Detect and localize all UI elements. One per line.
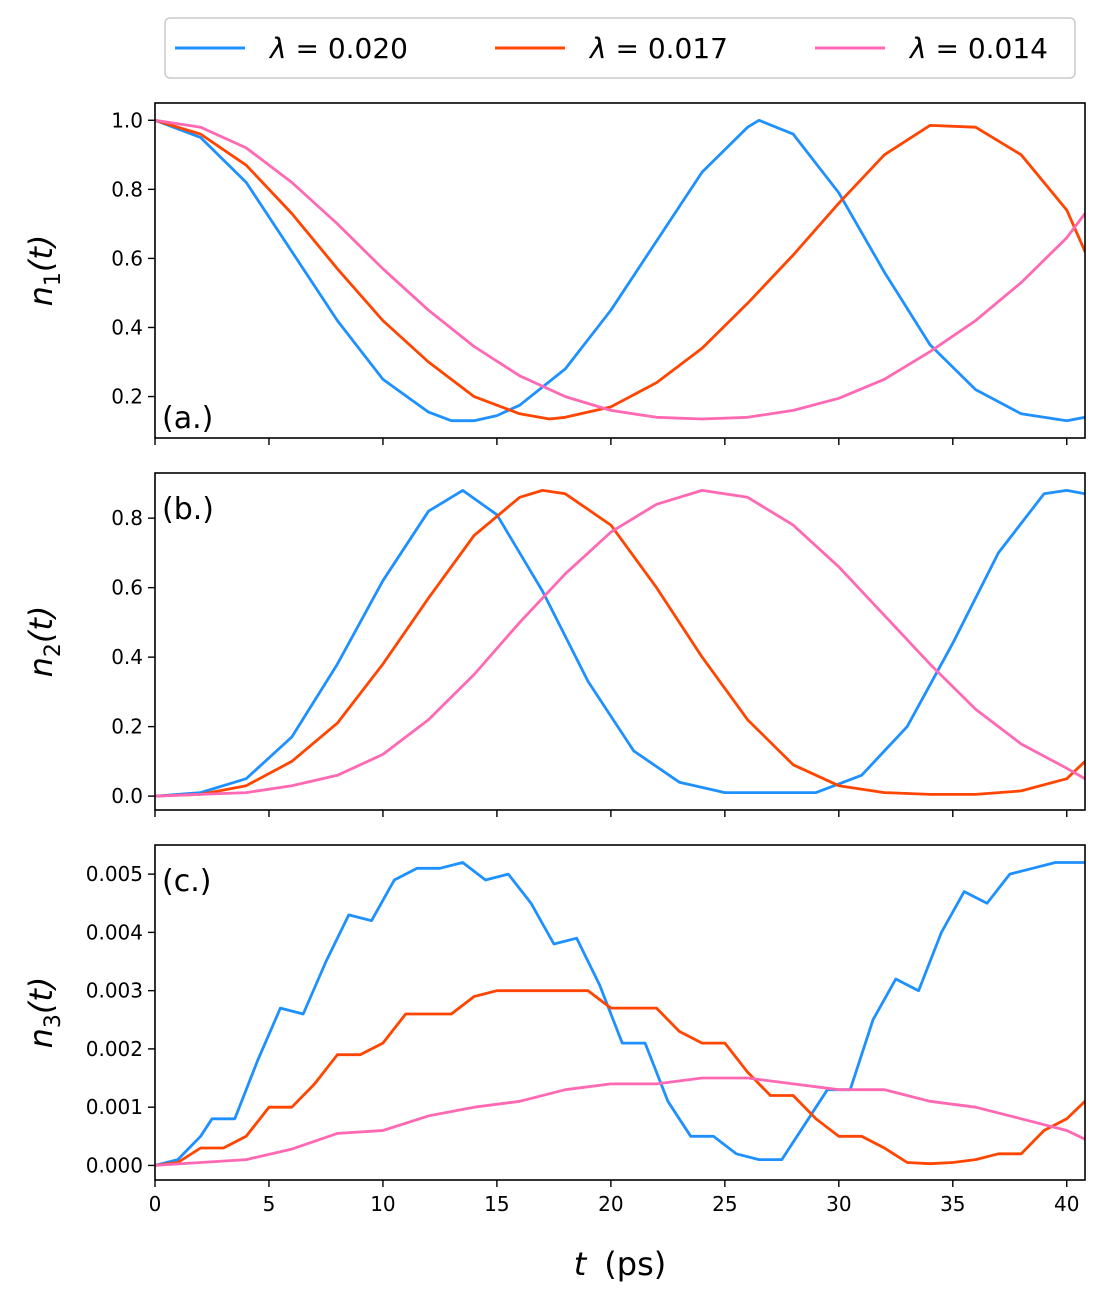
series-line-1 [155,861,1085,1167]
x-axis-label: t (ps) [574,1245,667,1283]
legend-entry: λ = 0.017 [495,32,728,65]
series-line-3 [155,489,1085,798]
y-axis-label: n3(t) [22,977,66,1049]
series-line-3 [155,118,1085,421]
series-line-3 [155,1076,1085,1167]
plot-frame [154,472,1086,811]
y-tick-label: 0.6 [111,246,143,270]
y-axis-label: n2(t) [22,606,66,678]
x-tick-label: 15 [484,1192,509,1216]
x-tick-label: 25 [712,1192,737,1216]
legend-label: λ = 0.014 [908,32,1048,65]
y-tick-label: 0.2 [111,385,143,409]
legend-var: λ [908,32,927,65]
legend-var: λ [588,32,607,65]
x-label-var: t [574,1245,588,1283]
x-tick-label: 40 [1054,1192,1079,1216]
x-label-unit: (ps) [604,1245,666,1283]
series-line-1 [155,118,1085,423]
legend-var: λ [268,32,287,65]
y-tick-label: 0.005 [86,862,143,886]
legend-frame [164,17,1076,79]
x-tick-label: 35 [940,1192,965,1216]
y-tick-label: 0.004 [86,920,143,944]
y-tick-label: 0.003 [86,979,143,1003]
y-tick-label: 0.000 [86,1153,143,1177]
series-line-2 [155,489,1085,798]
x-tick-label: 20 [598,1192,623,1216]
plot-frame [154,102,1086,439]
y-tick-label: 0.4 [111,315,143,339]
y-tick-label: 0.4 [111,645,143,669]
legend-value: = 0.020 [287,32,408,65]
panel-1: 0.2 0.4 0.6 0.8 1.0 n1(t) (a.) [22,102,1086,445]
legend-label: λ = 0.017 [588,32,728,65]
x-tick-label: 10 [370,1192,395,1216]
series-line-1 [155,489,1085,798]
y-tick-label: 0.001 [86,1095,143,1119]
legend-entry: λ = 0.014 [815,32,1048,65]
x-tick-label: 5 [263,1192,276,1216]
panel-label: (a.) [162,401,213,436]
panel-3: 0.000 0.001 0.002 0.003 0.004 0.005 0 5 10 15 20 25… [22,844,1086,1216]
legend-entry: λ = 0.020 [175,32,408,65]
x-tick-label: 0 [149,1192,162,1216]
panel-label: (b.) [162,492,214,527]
panel-2: 0.0 0.2 0.4 0.6 0.8 n2(t) (b.) [22,472,1086,817]
y-tick-label: 0.6 [111,576,143,600]
panel-label: (c.) [162,864,211,899]
plot-frame [154,844,1086,1181]
y-tick-label: 1.0 [111,108,143,132]
series-line-2 [155,118,1085,421]
legend-label: λ = 0.020 [268,32,408,65]
y-tick-label: 0.2 [111,715,143,739]
y-axis-label: n1(t) [22,235,66,307]
legend-value: = 0.017 [607,32,728,65]
legend-value: = 0.014 [927,32,1048,65]
y-tick-label: 0.0 [111,784,143,808]
y-tick-label: 0.8 [111,177,143,201]
y-tick-label: 0.002 [86,1037,143,1061]
y-tick-label: 0.8 [111,506,143,530]
panels: 0.2 0.4 0.6 0.8 1.0 n1(t) (a.) 0.0 0.2 0.4 0.6 0.8 n… [22,102,1086,1216]
x-tick-label: 30 [826,1192,851,1216]
series-line-2 [155,989,1085,1167]
legend: λ = 0.020 λ = 0.017 λ = 0.014 [164,17,1076,79]
